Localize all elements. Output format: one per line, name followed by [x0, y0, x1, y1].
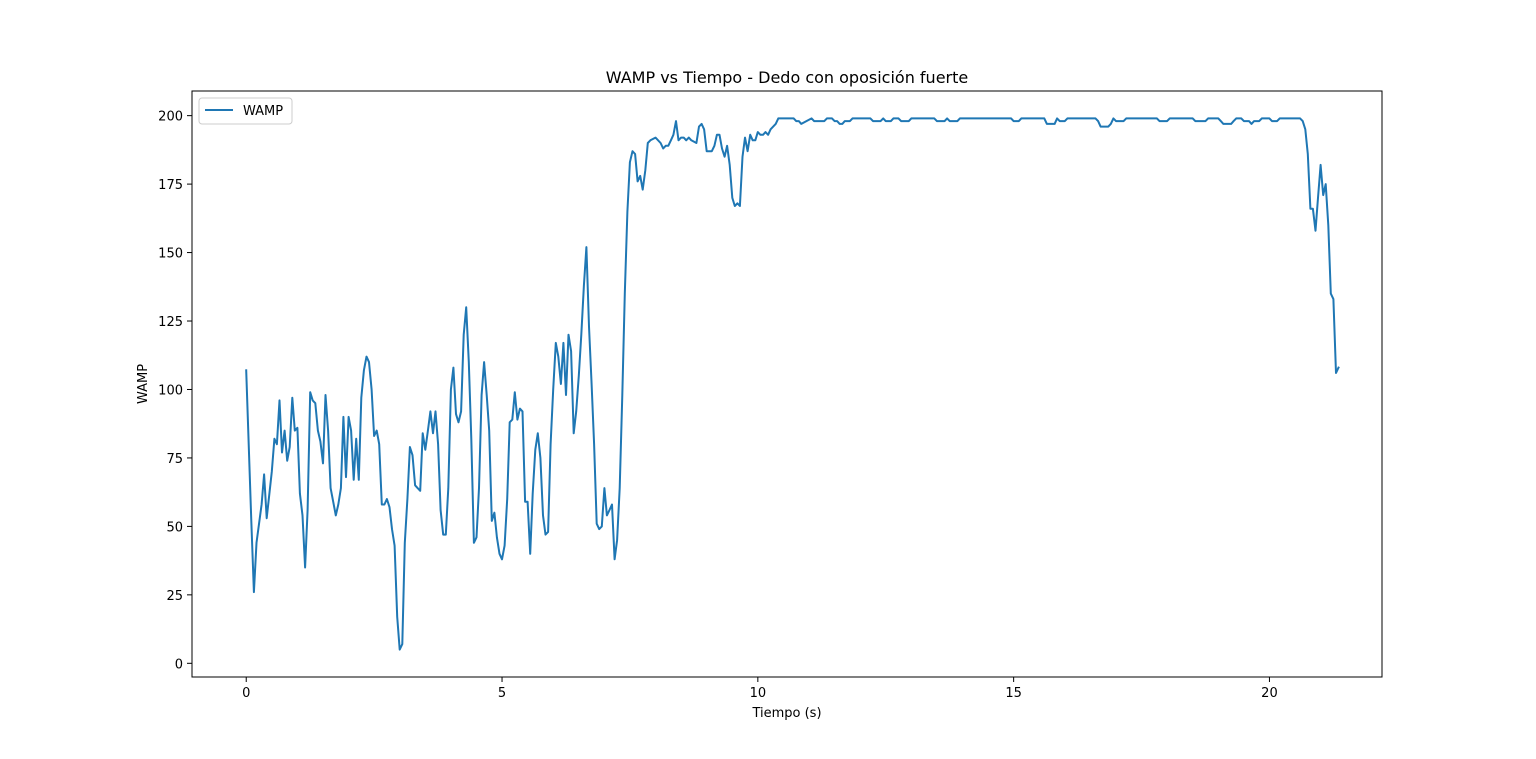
x-tick-label: 5 [498, 686, 506, 701]
y-tick-label: 100 [158, 383, 183, 398]
x-tick-label: 10 [750, 686, 767, 701]
y-axis-label: WAMP [136, 364, 151, 404]
x-axis-ticks: 0 5 10 15 20 [242, 677, 1278, 701]
series-line-wamp [245, 117, 1340, 651]
y-tick-label: 75 [166, 452, 183, 467]
y-tick-label: 50 [166, 520, 183, 535]
y-tick-label: 175 [158, 178, 183, 193]
y-tick-label: 150 [158, 247, 183, 262]
y-axis-ticks: 0 25 50 75 100 125 150 175 200 [158, 110, 192, 672]
y-tick-label: 200 [158, 110, 183, 125]
chart-title: WAMP vs Tiempo - Dedo con oposición fuer… [606, 68, 968, 87]
x-tick-label: 0 [242, 686, 250, 701]
plot-frame [191, 90, 1383, 678]
x-tick-label: 15 [1005, 686, 1022, 701]
legend-label-wamp: WAMP [243, 104, 283, 119]
x-axis-label: Tiempo (s) [751, 706, 821, 721]
legend-box [198, 97, 293, 125]
legend: WAMP [198, 97, 293, 125]
y-tick-label: 125 [158, 315, 183, 330]
y-tick-label: 0 [175, 657, 183, 672]
y-tick-label: 25 [166, 589, 183, 604]
plot-area [245, 117, 1340, 651]
x-tick-label: 20 [1261, 686, 1278, 701]
